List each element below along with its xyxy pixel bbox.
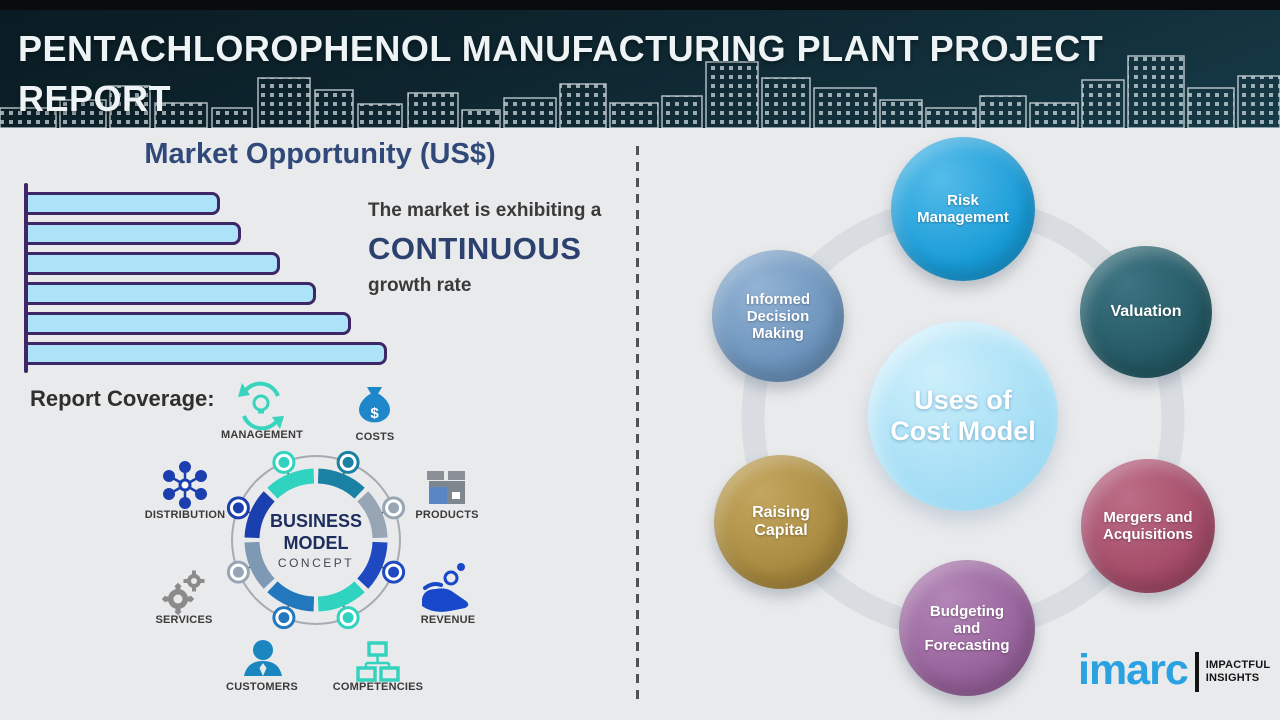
market-bar	[28, 222, 241, 245]
logo-tagline-line2: INSIGHTS	[1205, 672, 1260, 684]
logo-tagline: IMPACTFUL INSIGHTS	[1206, 659, 1271, 685]
bm-center-text-line3: CONCEPT	[278, 556, 354, 570]
person-icon	[244, 640, 282, 676]
market-bar	[28, 312, 351, 335]
dashed-vertical-divider	[636, 146, 639, 702]
page-title: PENTACHLOROPHENOL MANUFACTURING PLANT PR…	[18, 24, 1103, 124]
growth-statement: The market is exhibiting a CONTINUOUS gr…	[368, 200, 638, 297]
cost-model-node-raising-capital: Raising Capital	[714, 455, 848, 589]
report-coverage-label: Report Coverage:	[30, 386, 215, 411]
top-black-strip	[0, 0, 1280, 10]
city-skyline-illustration	[0, 55, 1280, 128]
label-distribution: DISTRIBUTION	[144, 509, 226, 521]
svg-text:$: $	[370, 405, 379, 422]
label-products: PRODUCTS	[415, 509, 479, 521]
chart-axis-line	[24, 183, 28, 373]
money-bag-icon: $	[359, 387, 390, 423]
logo-divider-bar	[1194, 652, 1199, 692]
growth-text-line2: growth rate	[368, 275, 472, 296]
label-services: SERVICES	[155, 614, 213, 626]
label-competencies: COMPETENCIES	[332, 681, 424, 693]
bm-node-circles	[226, 450, 406, 630]
bm-center-text-line1: BUSINESS	[270, 511, 362, 531]
cost-model-node-budgeting-forecasting: Budgeting and Forecasting	[899, 560, 1035, 696]
imarc-wordmark: imarc	[1078, 645, 1189, 694]
cost-model-node-risk-management: Risk Management	[891, 137, 1035, 281]
market-opportunity-heading: Market Opportunity (US$)	[144, 138, 496, 170]
org-chart-icon	[356, 641, 400, 682]
header-banner: PENTACHLOROPHENOL MANUFACTURING PLANT PR…	[0, 0, 1280, 128]
market-bar	[28, 252, 280, 275]
market-opportunity-bar-chart	[24, 183, 404, 375]
label-customers: CUSTOMERS	[226, 681, 298, 693]
bm-outer-circle	[231, 455, 401, 625]
growth-text-line1: The market is exhibiting a	[368, 200, 602, 221]
label-management: MANAGEMENT	[220, 429, 304, 441]
logo-tagline-line1: IMPACTFUL	[1205, 658, 1271, 671]
gears-icon	[161, 570, 205, 616]
cost-model-node-valuation: Valuation	[1080, 246, 1212, 378]
chart-bars-container	[28, 192, 387, 365]
management-cycle-bulb-icon	[238, 381, 284, 431]
market-bar	[28, 282, 316, 305]
hand-coins-icon	[422, 563, 469, 612]
page-title-line2: REPORT	[18, 78, 172, 119]
growth-text-emphasis: CONTINUOUS	[368, 231, 582, 266]
business-model-diagram: BUSINESS MODEL CONCEPT $	[161, 381, 469, 682]
network-hub-icon	[163, 461, 207, 509]
cost-model-center-circle: Uses of Cost Model	[868, 321, 1058, 511]
cost-model-node-mergers-acquisitions: Mergers and Acquisitions	[1081, 459, 1215, 593]
product-box-icon	[427, 471, 465, 504]
cost-model-node-informed-decision-making: Informed Decision Making	[712, 250, 844, 382]
imarc-logo: imarc IMPACTFUL INSIGHTS	[1078, 648, 1270, 692]
label-revenue: REVENUE	[420, 614, 476, 626]
market-bar	[28, 342, 387, 365]
page-title-line1: PENTACHLOROPHENOL MANUFACTURING PLANT PR…	[18, 28, 1104, 69]
market-bar	[28, 192, 220, 215]
label-costs: COSTS	[355, 431, 395, 443]
bm-center-text-line2: MODEL	[284, 533, 349, 553]
bm-ring-segments	[244, 468, 388, 612]
